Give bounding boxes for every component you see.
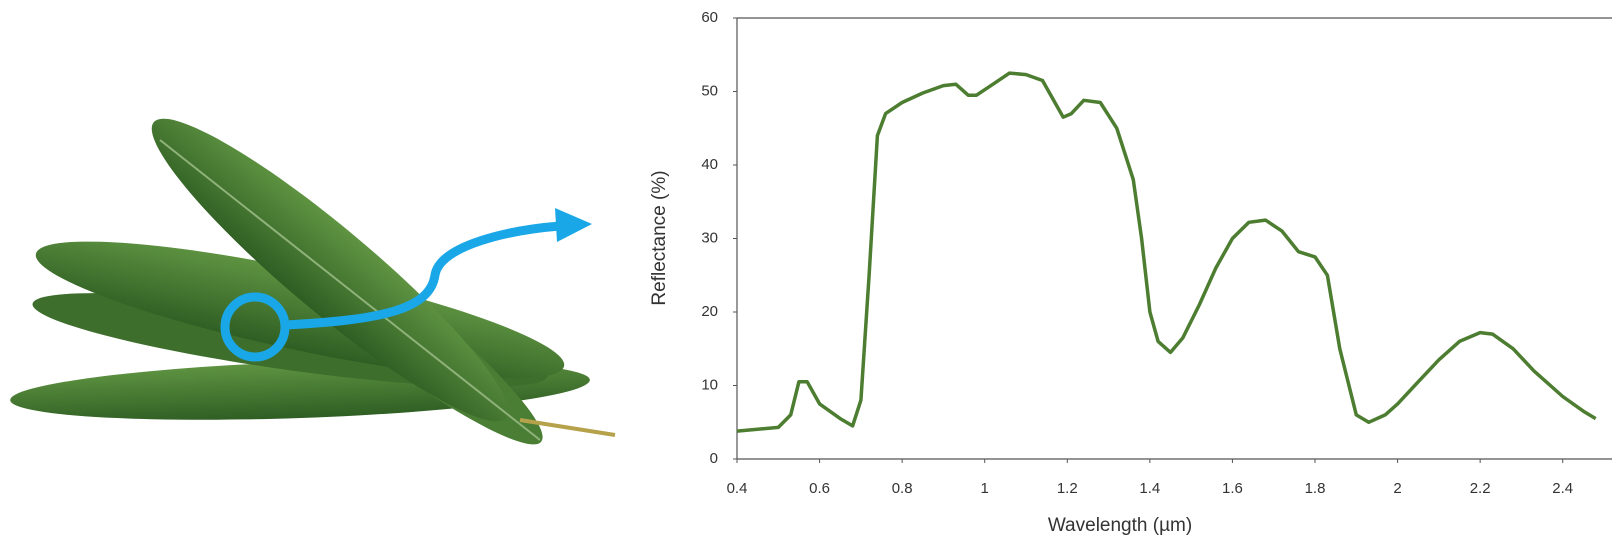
y-tick-label: 0 [710,450,718,467]
x-tick-label: 1.4 [1139,480,1160,497]
x-tick-label: 1 [981,480,989,497]
x-tick-label: 2.2 [1470,480,1491,497]
x-tick-label: 0.8 [892,480,913,497]
x-tick-label: 1.2 [1057,480,1078,497]
y-tick-label: 30 [701,229,718,246]
x-tick-label: 0.6 [809,480,830,497]
plot-frame [736,17,1612,460]
x-tick-label: 1.6 [1222,480,1243,497]
y-tick-label: 20 [701,303,718,320]
x-tick-label: 0.4 [727,480,748,497]
y-tick-label: 60 [701,9,718,26]
leaf-illustration [10,118,616,445]
pointer-arrow [220,208,592,362]
y-tick-label: 40 [701,156,718,173]
y-axis-label: Reflectance (%) [649,170,670,305]
y-tick-label: 50 [701,82,718,99]
x-tick-label: 1.8 [1305,480,1326,497]
x-axis-label: Wavelength (µm) [1048,515,1192,536]
y-tick-label: 10 [701,376,718,393]
x-tick-label: 2.4 [1552,480,1573,497]
spectrum-line [736,71,1597,433]
x-tick-label: 2 [1393,480,1401,497]
